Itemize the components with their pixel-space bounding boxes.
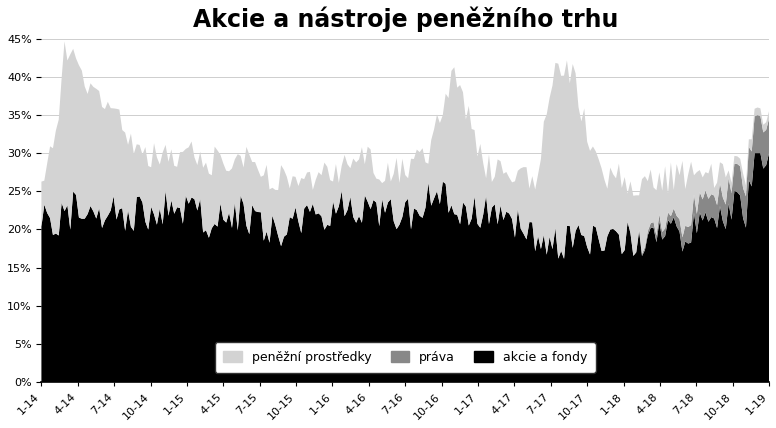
Legend: peněžní prostředky, práva, akcie a fondy: peněžní prostředky, práva, akcie a fondy [215,342,596,372]
Title: Akcie a nástroje peněžního trhu: Akcie a nástroje peněžního trhu [192,7,618,33]
